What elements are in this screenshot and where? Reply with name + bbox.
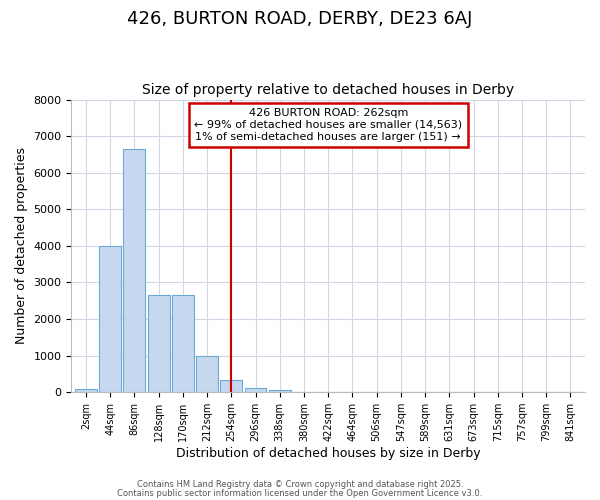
Title: Size of property relative to detached houses in Derby: Size of property relative to detached ho… xyxy=(142,83,514,97)
Text: Contains public sector information licensed under the Open Government Licence v3: Contains public sector information licen… xyxy=(118,488,482,498)
Bar xyxy=(124,149,145,392)
Bar xyxy=(245,388,266,392)
Bar xyxy=(99,246,121,392)
Y-axis label: Number of detached properties: Number of detached properties xyxy=(15,148,28,344)
Text: Contains HM Land Registry data © Crown copyright and database right 2025.: Contains HM Land Registry data © Crown c… xyxy=(137,480,463,489)
X-axis label: Distribution of detached houses by size in Derby: Distribution of detached houses by size … xyxy=(176,447,481,460)
Bar xyxy=(269,390,290,392)
Bar xyxy=(172,296,194,392)
Text: 426, BURTON ROAD, DERBY, DE23 6AJ: 426, BURTON ROAD, DERBY, DE23 6AJ xyxy=(127,10,473,28)
Text: 426 BURTON ROAD: 262sqm
← 99% of detached houses are smaller (14,563)
1% of semi: 426 BURTON ROAD: 262sqm ← 99% of detache… xyxy=(194,108,462,142)
Bar xyxy=(148,296,170,392)
Bar xyxy=(220,380,242,392)
Bar xyxy=(75,390,97,392)
Bar xyxy=(196,356,218,392)
